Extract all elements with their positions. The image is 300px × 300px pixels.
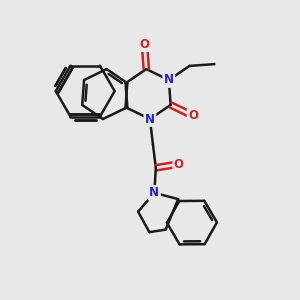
Text: N: N	[145, 112, 155, 125]
Text: O: O	[140, 38, 149, 51]
Text: O: O	[174, 158, 184, 171]
Text: O: O	[188, 110, 198, 122]
Text: N: N	[164, 74, 174, 86]
Text: N: N	[149, 186, 159, 199]
